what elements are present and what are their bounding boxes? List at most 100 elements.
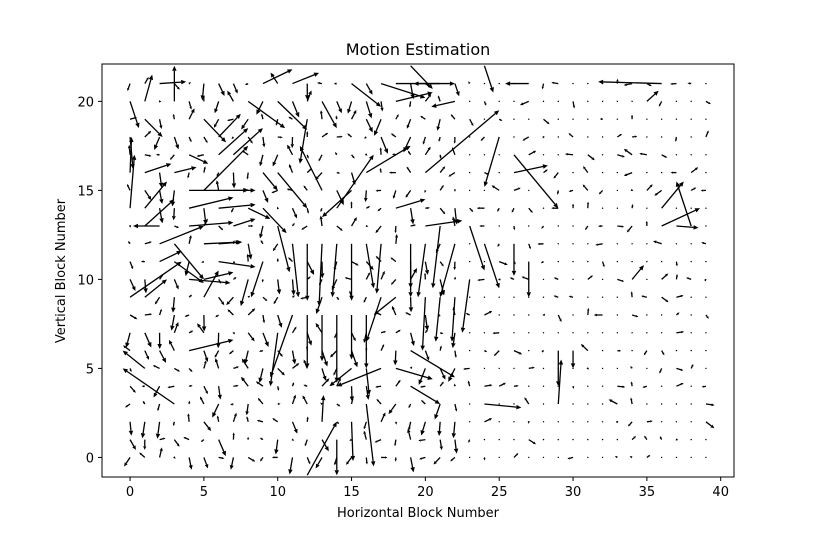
vector-arrow (246, 172, 249, 180)
vector-arrow (159, 225, 204, 245)
vector-arrow (660, 171, 663, 174)
vector-arrow (553, 295, 559, 298)
vector-arrow (498, 438, 500, 441)
vector-arrow (306, 90, 312, 102)
vector-arrow (557, 154, 559, 156)
vector-arrow (630, 188, 634, 192)
vector-arrow (227, 90, 234, 102)
vector-arrow (556, 190, 560, 195)
vector-arrow (268, 332, 279, 387)
vector-arrow (127, 83, 131, 92)
vector-arrow (627, 421, 633, 427)
vector-arrow (390, 133, 397, 138)
vector-arrow (247, 136, 253, 144)
vector-arrow (568, 189, 574, 193)
vector-arrow (705, 421, 715, 429)
vector-arrow (158, 308, 162, 316)
vector-arrow (557, 421, 559, 423)
vector-arrow (231, 207, 234, 213)
vector-arrow (199, 396, 205, 405)
vector-arrow (646, 403, 648, 405)
vector-arrow (614, 456, 618, 459)
vector-arrow (701, 242, 707, 245)
vector-arrow (616, 367, 619, 370)
vector-arrow (587, 275, 593, 280)
vector-arrow (350, 217, 357, 227)
vector-arrow (349, 315, 354, 360)
vector-arrow (498, 82, 500, 85)
vector-arrow (553, 172, 559, 179)
vector-arrow (498, 260, 508, 266)
vector-arrow (468, 439, 471, 443)
vector-arrow (420, 421, 427, 436)
vector-arrow (541, 83, 545, 90)
chart-title: Motion Estimation (346, 40, 491, 59)
vector-arrow (276, 279, 282, 295)
vector-arrow (528, 456, 530, 459)
vector-arrow (203, 270, 219, 298)
vector-arrow (587, 456, 589, 459)
vector-arrow (336, 101, 342, 114)
vector-arrow (630, 114, 634, 120)
vector-arrow (247, 436, 250, 440)
vector-arrow (365, 272, 370, 280)
vector-arrow (129, 261, 134, 270)
vector-arrow (468, 81, 471, 85)
vector-arrow (159, 437, 166, 441)
vector-arrow (228, 350, 234, 355)
vector-arrow (658, 101, 663, 107)
vector-arrow (469, 118, 474, 127)
vector-arrow (320, 395, 326, 422)
vector-arrow (528, 225, 530, 227)
vector-arrow (540, 261, 544, 264)
vector-arrow (513, 187, 521, 191)
vector-arrow (188, 108, 195, 120)
vector-arrow (468, 332, 471, 334)
vector-arrow (336, 421, 340, 425)
vector-arrow (484, 418, 493, 423)
vector-arrow (587, 385, 589, 387)
vector-arrow (572, 243, 574, 245)
vector-arrow (424, 314, 430, 331)
vector-arrow (543, 169, 548, 174)
vector-arrow (601, 349, 604, 352)
vector-arrow (277, 386, 280, 391)
vector-arrow (439, 184, 444, 191)
vector-arrow (705, 225, 707, 227)
vector-arrow (233, 188, 256, 193)
vector-arrow (454, 83, 460, 97)
vector-arrow (218, 439, 226, 457)
vector-arrow (616, 260, 619, 263)
vector-arrow (287, 144, 294, 156)
vector-arrow (226, 296, 234, 306)
vector-arrow (615, 420, 619, 424)
vector-arrow (351, 83, 382, 107)
vector-arrow (231, 136, 235, 140)
vector-arrow (291, 243, 301, 298)
vector-arrow (572, 171, 574, 174)
vector-arrow (690, 118, 692, 120)
vector-arrow (674, 136, 678, 142)
vector-arrow (188, 196, 234, 209)
vector-arrow (498, 421, 500, 423)
vector-arrow (246, 253, 250, 262)
vector-arrow (336, 367, 382, 387)
vector-arrow (465, 313, 470, 316)
vector-arrow (670, 82, 677, 85)
vector-arrow (661, 208, 701, 227)
vector-arrow (140, 421, 146, 439)
vector-arrow (336, 377, 341, 387)
vector-arrow (528, 349, 530, 352)
vector-arrow (542, 438, 545, 441)
vector-arrow (374, 439, 382, 443)
vector-arrow (700, 189, 706, 192)
vector-arrow (171, 297, 176, 313)
vector-arrow (675, 456, 678, 459)
vector-arrow (623, 148, 633, 156)
vector-arrow (601, 278, 604, 281)
vector-arrow (188, 136, 192, 143)
vector-arrow (395, 329, 401, 334)
vector-arrow (335, 115, 338, 120)
vector-arrow (144, 190, 152, 201)
